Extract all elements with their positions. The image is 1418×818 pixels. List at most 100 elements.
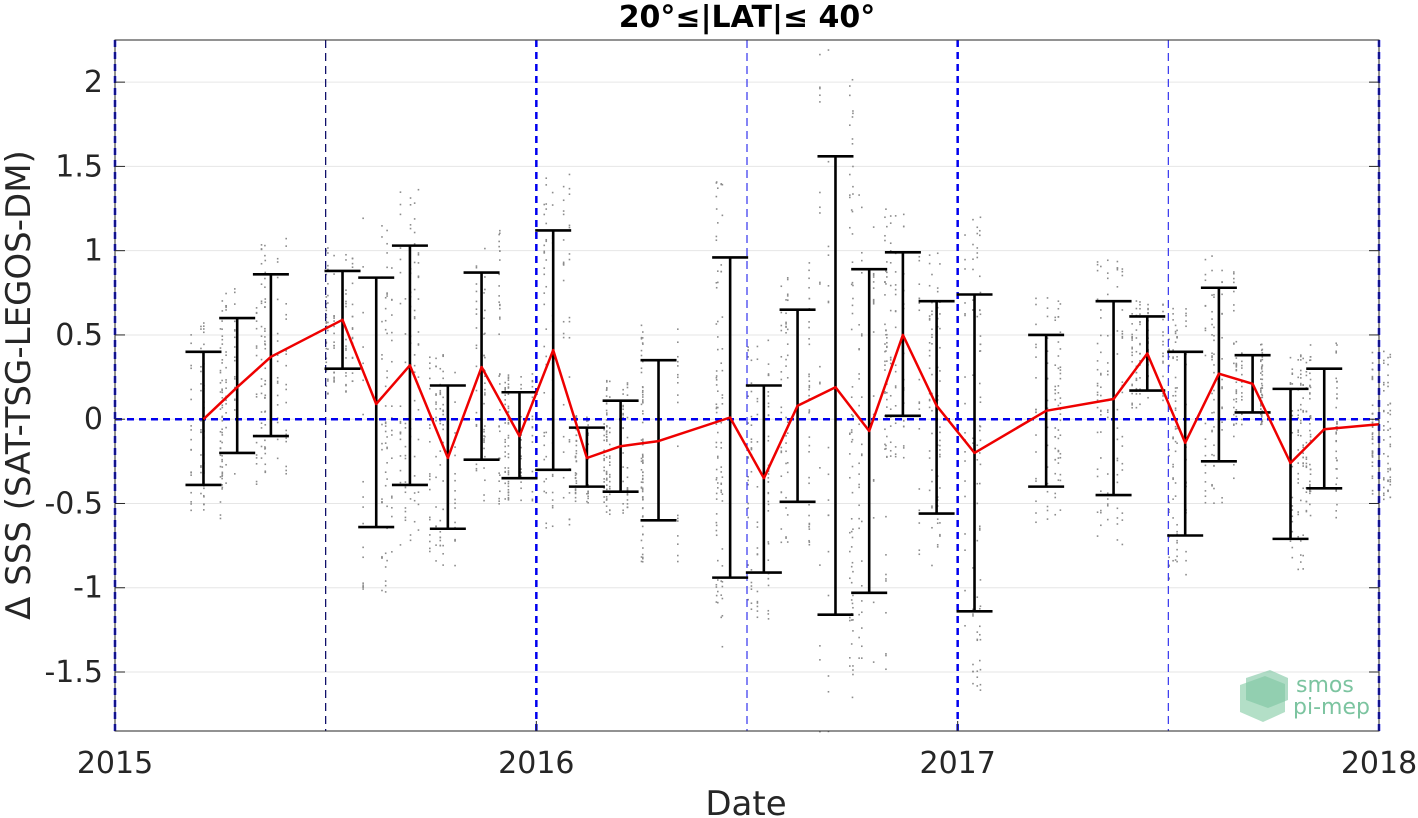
data-point xyxy=(1335,377,1338,380)
data-point xyxy=(641,477,644,480)
data-point xyxy=(417,438,420,441)
data-point xyxy=(936,546,939,548)
data-point xyxy=(677,514,679,517)
data-point xyxy=(454,538,456,541)
data-point xyxy=(1100,374,1102,376)
data-point xyxy=(351,327,354,329)
data-point xyxy=(979,291,982,294)
data-point xyxy=(484,382,486,384)
data-point xyxy=(260,244,263,246)
data-point xyxy=(851,143,854,145)
data-point xyxy=(429,387,431,390)
data-point xyxy=(1174,495,1177,497)
data-point xyxy=(936,544,939,546)
data-point xyxy=(264,244,266,247)
data-point xyxy=(677,554,679,557)
data-point xyxy=(345,302,347,305)
data-point xyxy=(939,444,941,447)
data-point xyxy=(1059,419,1062,422)
data-point xyxy=(413,202,416,204)
data-point xyxy=(626,488,629,490)
data-point xyxy=(819,53,821,56)
data-point xyxy=(716,559,719,562)
data-point xyxy=(1176,387,1178,389)
data-point xyxy=(221,484,223,486)
data-point xyxy=(786,295,789,297)
data-point xyxy=(677,517,679,520)
data-point xyxy=(1135,337,1138,339)
data-point xyxy=(1371,375,1374,378)
data-point xyxy=(885,444,887,447)
data-point xyxy=(1139,360,1141,362)
data-point xyxy=(1389,483,1392,486)
data-point xyxy=(1211,430,1213,433)
data-point xyxy=(1174,324,1177,327)
data-point xyxy=(750,448,753,451)
data-point xyxy=(716,348,719,351)
data-point xyxy=(442,354,444,356)
data-point xyxy=(976,232,979,235)
data-point xyxy=(442,409,444,412)
data-point xyxy=(1389,480,1392,483)
data-point xyxy=(381,498,383,500)
data-point xyxy=(1371,450,1374,452)
data-point xyxy=(886,336,888,339)
data-point xyxy=(1057,367,1060,370)
data-point xyxy=(219,454,222,457)
data-point xyxy=(861,259,863,262)
data-point xyxy=(1233,281,1235,284)
data-point xyxy=(200,420,202,422)
data-point xyxy=(936,518,939,520)
data-point xyxy=(716,336,719,338)
data-point xyxy=(756,605,759,608)
data-point xyxy=(417,343,420,345)
data-point xyxy=(417,408,420,411)
data-point xyxy=(260,457,263,459)
data-point xyxy=(884,323,886,326)
data-point xyxy=(221,389,223,392)
data-point xyxy=(1221,313,1223,315)
data-point xyxy=(851,210,854,213)
data-point xyxy=(1172,559,1174,562)
data-point xyxy=(362,582,364,584)
data-point xyxy=(1221,421,1223,423)
data-point xyxy=(889,394,892,397)
data-point xyxy=(507,386,510,388)
data-point xyxy=(219,382,222,384)
data-point xyxy=(786,432,789,435)
data-point xyxy=(918,549,921,552)
data-point xyxy=(545,177,548,179)
data-point xyxy=(1176,523,1178,526)
data-point xyxy=(1336,397,1338,400)
data-point xyxy=(333,378,335,380)
data-point xyxy=(978,382,981,385)
data-point xyxy=(1235,369,1238,372)
data-point xyxy=(608,431,611,434)
data-point xyxy=(640,337,643,340)
data-point xyxy=(1299,499,1302,502)
data-point xyxy=(1204,305,1207,307)
data-point xyxy=(850,396,853,399)
data-point xyxy=(221,455,223,457)
data-point xyxy=(808,528,811,530)
data-point xyxy=(1172,477,1174,479)
data-point xyxy=(1035,434,1037,436)
data-point xyxy=(1260,423,1263,425)
data-point xyxy=(677,535,679,537)
data-point xyxy=(936,287,939,289)
data-point xyxy=(786,541,789,543)
data-point xyxy=(264,439,266,442)
data-point xyxy=(1174,400,1177,402)
data-point xyxy=(454,401,456,403)
data-point xyxy=(1046,407,1049,410)
data-point xyxy=(200,347,202,350)
data-point xyxy=(345,347,347,350)
data-point xyxy=(939,439,941,442)
data-point xyxy=(852,665,854,667)
data-point xyxy=(767,481,770,483)
data-point xyxy=(384,328,387,331)
data-point xyxy=(721,565,724,567)
data-point xyxy=(1100,394,1102,397)
data-point xyxy=(1172,478,1174,481)
data-point xyxy=(520,376,522,378)
